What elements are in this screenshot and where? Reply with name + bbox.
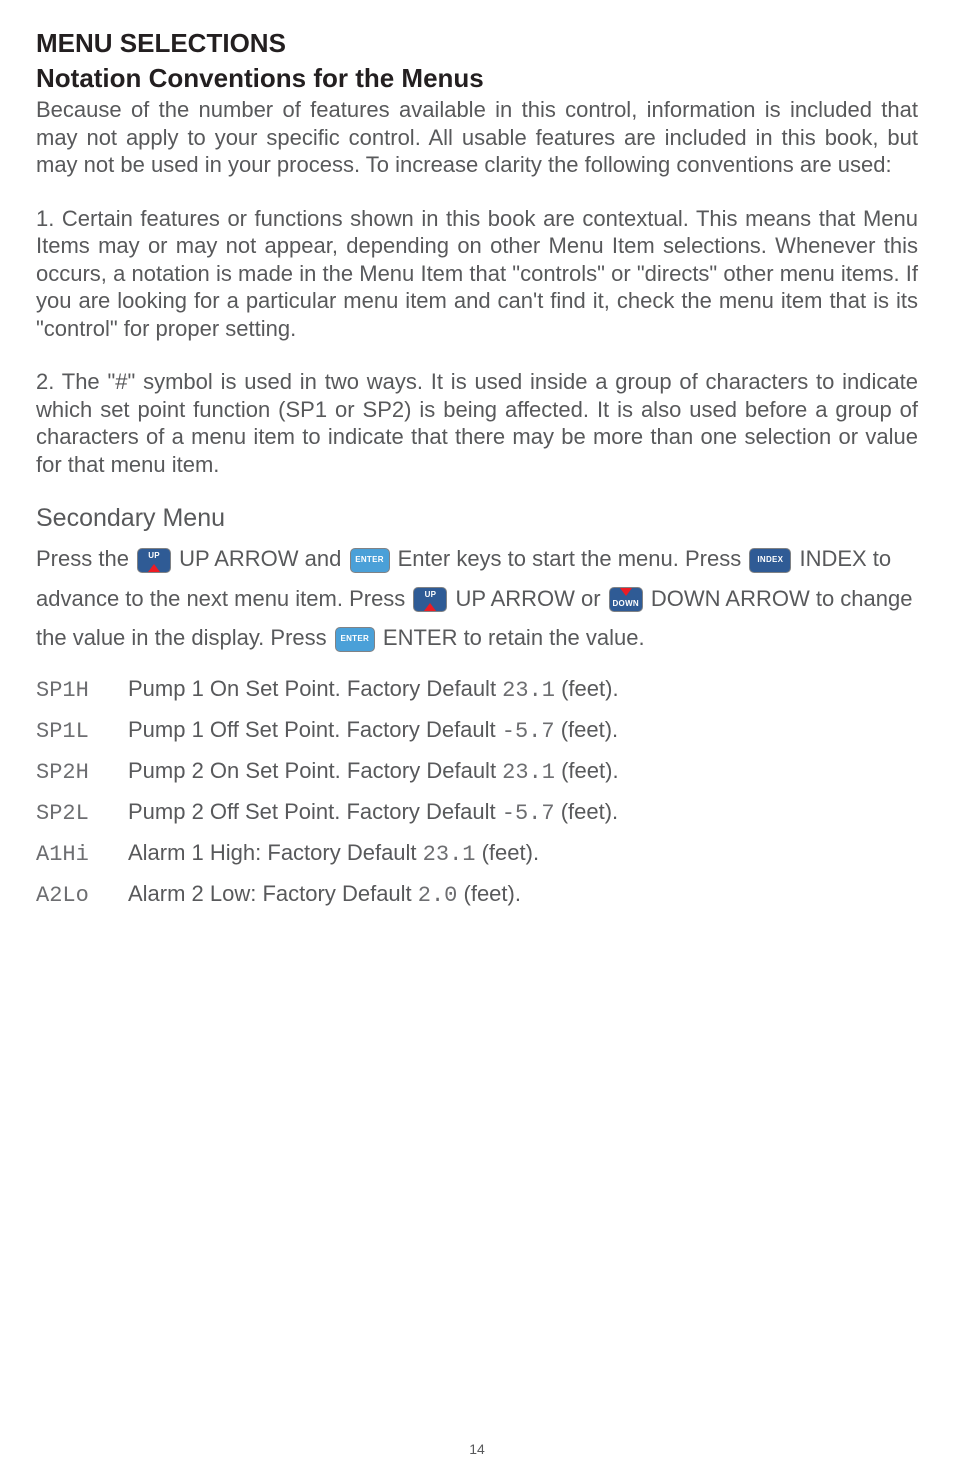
up-key-icon: UP bbox=[137, 548, 171, 573]
instruction-flow: Press the UP UP ARROW and ENTER Enter ke… bbox=[36, 539, 918, 658]
menu-code: SP2H bbox=[36, 760, 128, 785]
menu-description: Alarm 1 High: Factory Default 23.1 (feet… bbox=[128, 840, 539, 867]
flow-text: UP ARROW or bbox=[456, 586, 607, 611]
index-key-icon: INDEX bbox=[749, 548, 791, 573]
menu-code: A2Lo bbox=[36, 883, 128, 908]
heading-notation-conventions: Notation Conventions for the Menus bbox=[36, 63, 918, 94]
down-arrow-icon bbox=[620, 588, 632, 596]
desc-pre: Pump 2 On Set Point. Factory Default bbox=[128, 758, 502, 783]
paragraph-intro: Because of the number of features availa… bbox=[36, 96, 918, 179]
definitions-list: SP1H Pump 1 On Set Point. Factory Defaul… bbox=[36, 676, 918, 908]
default-value: 23.1 bbox=[423, 842, 476, 867]
desc-pre: Pump 2 Off Set Point. Factory Default bbox=[128, 799, 502, 824]
key-label-up: UP bbox=[425, 588, 437, 602]
desc-pre: Pump 1 On Set Point. Factory Default bbox=[128, 676, 502, 701]
default-value: 23.1 bbox=[502, 760, 555, 785]
menu-description: Pump 2 On Set Point. Factory Default 23.… bbox=[128, 758, 619, 785]
definition-row: SP1L Pump 1 Off Set Point. Factory Defau… bbox=[36, 717, 918, 744]
page-number: 14 bbox=[0, 1441, 954, 1457]
default-value: 23.1 bbox=[502, 678, 555, 703]
default-value: -5.7 bbox=[502, 801, 555, 826]
desc-pre: Pump 1 Off Set Point. Factory Default bbox=[128, 717, 502, 742]
desc-post: (feet). bbox=[457, 881, 521, 906]
up-key-icon: UP bbox=[413, 587, 447, 612]
desc-post: (feet). bbox=[555, 758, 619, 783]
down-key-icon: DOWN bbox=[609, 587, 643, 612]
desc-post: (feet). bbox=[555, 717, 619, 742]
flow-text: Enter keys to start the menu. Press bbox=[398, 546, 748, 571]
definition-row: SP2L Pump 2 Off Set Point. Factory Defau… bbox=[36, 799, 918, 826]
definition-row: A2Lo Alarm 2 Low: Factory Default 2.0 (f… bbox=[36, 881, 918, 908]
desc-post: (feet). bbox=[475, 840, 539, 865]
definition-row: A1Hi Alarm 1 High: Factory Default 23.1 … bbox=[36, 840, 918, 867]
flow-text: Press the bbox=[36, 546, 135, 571]
menu-description: Pump 1 On Set Point. Factory Default 23.… bbox=[128, 676, 619, 703]
enter-key-icon: ENTER bbox=[350, 548, 390, 573]
default-value: 2.0 bbox=[418, 883, 458, 908]
default-value: -5.7 bbox=[502, 719, 555, 744]
menu-code: A1Hi bbox=[36, 842, 128, 867]
key-label-down: DOWN bbox=[612, 597, 639, 611]
enter-key-icon: ENTER bbox=[335, 627, 375, 652]
menu-code: SP1L bbox=[36, 719, 128, 744]
menu-code: SP2L bbox=[36, 801, 128, 826]
desc-pre: Alarm 2 Low: Factory Default bbox=[128, 881, 418, 906]
desc-post: (feet). bbox=[555, 676, 619, 701]
definition-row: SP2H Pump 2 On Set Point. Factory Defaul… bbox=[36, 758, 918, 785]
key-label-up: UP bbox=[148, 549, 160, 563]
up-arrow-icon bbox=[424, 603, 436, 611]
menu-description: Pump 2 Off Set Point. Factory Default -5… bbox=[128, 799, 618, 826]
paragraph-contextual: 1. Certain features or functions shown i… bbox=[36, 205, 918, 343]
flow-text: UP ARROW and bbox=[179, 546, 347, 571]
key-label-enter: ENTER bbox=[355, 553, 384, 567]
flow-text: ENTER to retain the value. bbox=[383, 625, 645, 650]
heading-secondary-menu: Secondary Menu bbox=[36, 504, 918, 533]
menu-description: Alarm 2 Low: Factory Default 2.0 (feet). bbox=[128, 881, 521, 908]
desc-post: (feet). bbox=[555, 799, 619, 824]
key-label-enter: ENTER bbox=[340, 632, 369, 646]
paragraph-hash-symbol: 2. The "#" symbol is used in two ways. I… bbox=[36, 368, 918, 478]
menu-description: Pump 1 Off Set Point. Factory Default -5… bbox=[128, 717, 618, 744]
heading-menu-selections: MENU SELECTIONS bbox=[36, 28, 918, 59]
up-arrow-icon bbox=[148, 564, 160, 572]
desc-pre: Alarm 1 High: Factory Default bbox=[128, 840, 423, 865]
key-label-index: INDEX bbox=[757, 553, 783, 567]
definition-row: SP1H Pump 1 On Set Point. Factory Defaul… bbox=[36, 676, 918, 703]
menu-code: SP1H bbox=[36, 678, 128, 703]
